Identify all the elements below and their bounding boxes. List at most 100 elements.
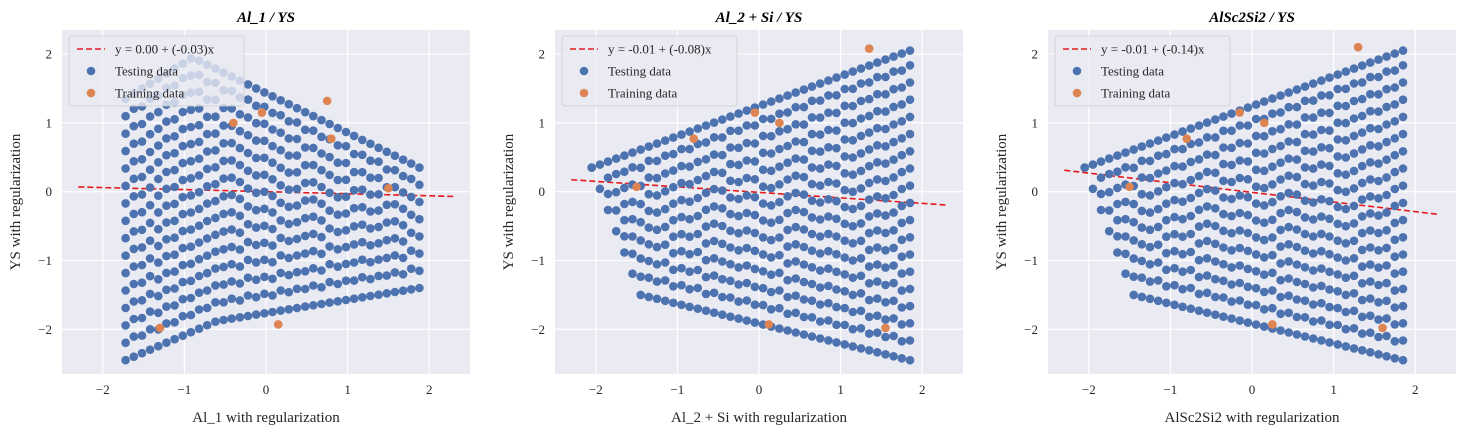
testing-point	[145, 147, 155, 157]
testing-point	[660, 258, 670, 267]
testing-point	[202, 147, 212, 156]
testing-point	[194, 120, 204, 130]
testing-point	[300, 196, 310, 205]
testing-point	[824, 212, 833, 221]
testing-point	[1292, 277, 1302, 287]
testing-point	[398, 270, 408, 279]
testing-point	[905, 78, 915, 87]
testing-point	[1259, 322, 1269, 331]
testing-point	[1145, 208, 1155, 217]
testing-point	[415, 249, 424, 258]
testing-point	[881, 159, 890, 168]
testing-point	[349, 222, 359, 231]
testing-point	[390, 182, 400, 192]
testing-point	[202, 199, 212, 208]
testing-point	[211, 163, 220, 172]
testing-point	[1096, 173, 1106, 182]
testing-point	[1235, 261, 1245, 270]
testing-point	[129, 139, 139, 148]
testing-point	[1186, 193, 1196, 203]
testing-point	[897, 66, 907, 75]
testing-point	[341, 295, 351, 305]
testing-point	[1357, 111, 1367, 121]
testing-point	[121, 164, 130, 173]
testing-point	[652, 156, 662, 166]
testing-point	[358, 185, 367, 194]
testing-point	[897, 252, 907, 261]
testing-point	[856, 96, 866, 106]
testing-point	[1308, 113, 1318, 122]
testing-point	[799, 242, 809, 252]
testing-point	[905, 95, 915, 104]
testing-point	[709, 133, 719, 142]
testing-point	[742, 156, 752, 165]
testing-point	[1202, 184, 1212, 194]
testing-point	[766, 166, 776, 176]
training-point	[155, 323, 165, 333]
testing-point	[284, 202, 294, 212]
testing-point	[358, 167, 367, 177]
testing-point	[1292, 85, 1302, 94]
testing-point	[1219, 259, 1228, 269]
testing-point	[1145, 294, 1155, 304]
testing-point	[1349, 114, 1359, 123]
testing-point	[382, 271, 392, 280]
testing-point	[783, 326, 792, 335]
testing-point	[390, 251, 400, 260]
testing-point	[415, 163, 424, 172]
testing-point	[718, 292, 727, 302]
legend-box	[561, 35, 738, 107]
testing-point	[1300, 113, 1310, 122]
testing-point	[1186, 283, 1196, 293]
testing-point	[1325, 108, 1334, 118]
testing-point	[1162, 265, 1171, 275]
testing-point	[227, 173, 236, 182]
testing-point	[251, 171, 261, 180]
testing-point	[317, 283, 326, 292]
plot-title: Al_2 + Si / YS	[715, 10, 803, 26]
testing-point	[775, 215, 784, 225]
testing-point	[260, 136, 269, 146]
testing-point	[227, 208, 236, 217]
testing-point	[693, 124, 703, 133]
testing-point	[170, 182, 179, 192]
testing-point	[758, 216, 768, 225]
testing-point	[897, 184, 907, 194]
testing-point	[251, 205, 261, 215]
testing-point	[750, 139, 760, 148]
testing-point	[897, 235, 907, 245]
testing-point	[129, 332, 139, 341]
testing-point	[162, 235, 171, 244]
testing-point	[783, 242, 792, 251]
legend-label: Training data	[608, 86, 677, 101]
testing-point	[1145, 173, 1155, 183]
legend-testing-swatch	[1072, 66, 1082, 76]
testing-point	[1145, 277, 1155, 286]
testing-point	[1251, 300, 1261, 310]
training-point	[1235, 108, 1245, 117]
testing-point	[1219, 126, 1228, 136]
testing-point	[1202, 167, 1212, 177]
testing-point	[1129, 290, 1138, 300]
testing-point	[390, 151, 400, 160]
testing-point	[162, 184, 171, 194]
testing-point	[873, 328, 882, 338]
testing-point	[824, 336, 833, 345]
testing-point	[628, 163, 637, 172]
testing-point	[1276, 91, 1285, 100]
testing-point	[211, 179, 220, 189]
testing-point	[726, 143, 735, 152]
testing-point	[1325, 73, 1334, 82]
testing-point	[734, 126, 743, 135]
testing-point	[889, 190, 898, 200]
testing-point	[251, 240, 261, 250]
testing-point	[1186, 304, 1196, 314]
testing-point	[235, 228, 245, 237]
testing-point	[669, 298, 678, 308]
testing-point	[775, 94, 784, 103]
testing-point	[129, 121, 139, 131]
testing-point	[1300, 179, 1310, 189]
testing-point	[807, 263, 817, 272]
